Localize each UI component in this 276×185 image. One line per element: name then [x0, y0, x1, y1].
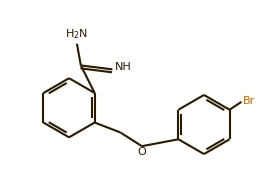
Text: H$_2$N: H$_2$N: [65, 27, 88, 41]
Text: Br: Br: [243, 96, 256, 106]
Text: NH: NH: [115, 62, 132, 72]
Text: O: O: [137, 147, 146, 157]
